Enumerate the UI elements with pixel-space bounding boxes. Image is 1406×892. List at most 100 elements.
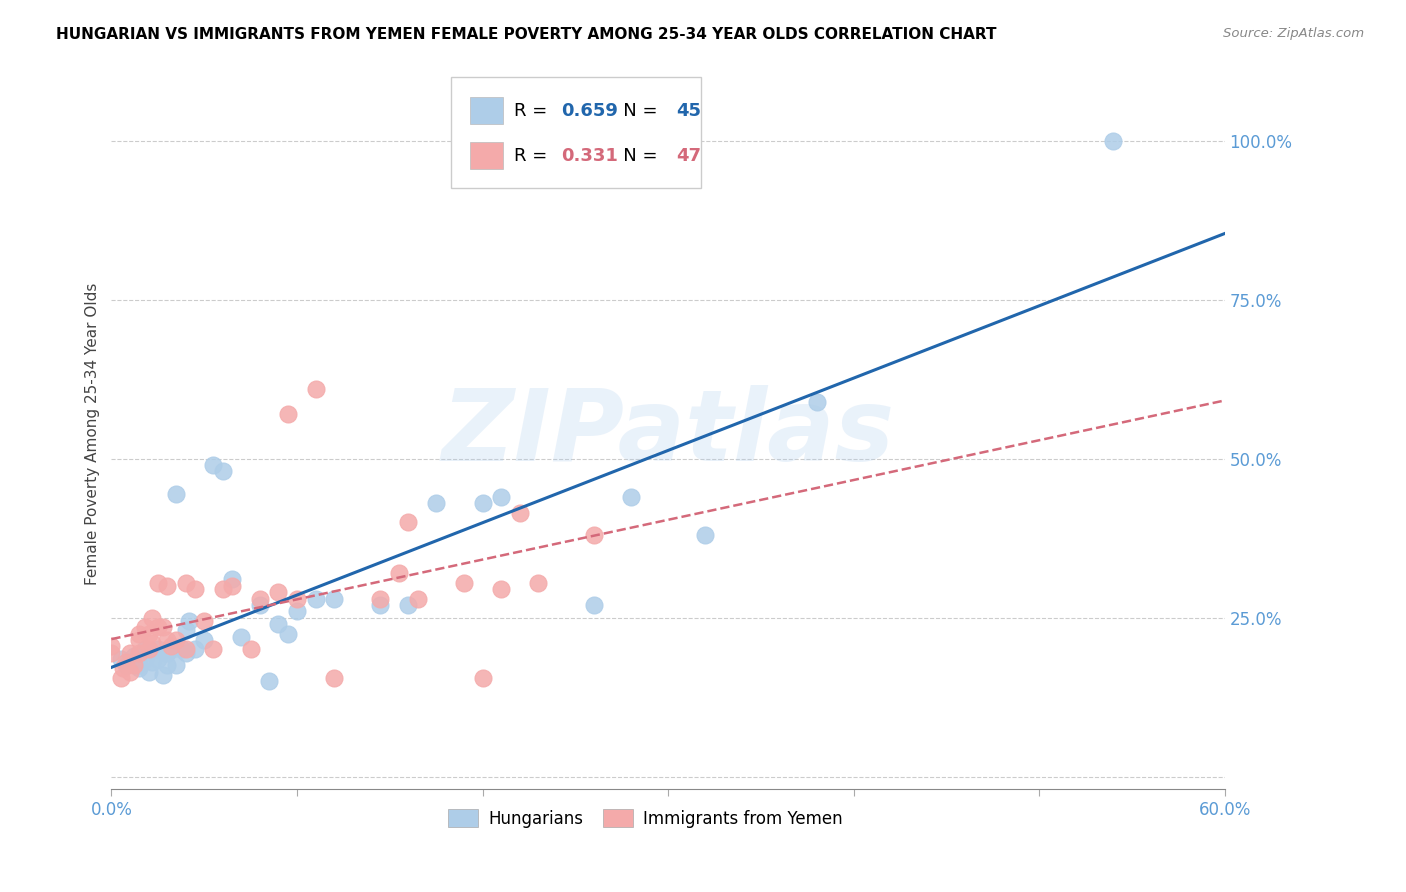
Point [509,506,531,520]
Point [1102,134,1125,148]
Point [179,614,201,628]
Point [221,579,243,593]
Point [323,591,346,606]
Point [146,620,169,634]
Point [138,642,160,657]
Point [202,458,225,472]
Point [249,591,271,606]
Point [285,591,308,606]
Point [527,575,550,590]
Point [110,652,132,666]
Point [128,661,150,675]
Point [277,407,299,421]
Point [156,658,179,673]
Point [165,658,187,673]
Point [134,652,156,666]
Point [128,658,150,673]
Text: N =: N = [606,147,664,165]
Point [406,591,429,606]
Text: Source: ZipAtlas.com: Source: ZipAtlas.com [1223,27,1364,40]
Y-axis label: Female Poverty Among 25-34 Year Olds: Female Poverty Among 25-34 Year Olds [86,282,100,584]
Point [159,639,181,653]
Point [141,636,163,650]
Point [211,465,233,479]
Point [152,620,174,634]
Point [110,671,132,685]
FancyBboxPatch shape [451,78,702,187]
Point [396,516,419,530]
Text: N =: N = [606,102,664,120]
Point [134,642,156,657]
Point [115,655,138,669]
Point [118,655,141,669]
Point [141,655,163,669]
Point [146,642,169,657]
Point [582,528,605,542]
Point [489,490,512,504]
Text: R =: R = [515,102,554,120]
Point [128,632,150,647]
Point [370,598,392,612]
Point [257,674,280,689]
Text: HUNGARIAN VS IMMIGRANTS FROM YEMEN FEMALE POVERTY AMONG 25-34 YEAR OLDS CORRELAT: HUNGARIAN VS IMMIGRANTS FROM YEMEN FEMAL… [56,27,997,42]
Point [174,642,197,657]
Point [396,598,419,612]
Point [156,579,179,593]
Text: R =: R = [515,147,554,165]
Text: ZIPatlas: ZIPatlas [441,384,894,482]
Point [388,566,411,581]
Point [249,598,271,612]
Point [184,642,207,657]
Text: 47: 47 [676,147,700,165]
Point [277,626,299,640]
FancyBboxPatch shape [470,142,503,169]
Point [174,575,197,590]
Point [239,642,262,657]
Point [174,624,197,638]
FancyBboxPatch shape [470,97,503,124]
Point [118,646,141,660]
Point [156,646,179,660]
Point [128,646,150,660]
Point [193,614,215,628]
Point [425,496,447,510]
Point [100,639,122,653]
Point [471,671,494,685]
Point [100,646,122,660]
Point [111,661,134,675]
Point [267,585,290,599]
Text: 0.331: 0.331 [561,147,619,165]
Point [165,486,187,500]
Point [122,648,145,663]
Point [221,573,243,587]
Point [370,591,392,606]
Point [620,490,643,504]
Point [170,642,193,657]
Text: 45: 45 [676,102,700,120]
Point [141,610,163,624]
Point [174,646,197,660]
Point [806,394,828,409]
Point [128,626,150,640]
Point [138,626,160,640]
Point [304,591,326,606]
Point [156,632,179,647]
Point [184,582,207,596]
Point [471,496,494,510]
Legend: Hungarians, Immigrants from Yemen: Hungarians, Immigrants from Yemen [441,803,849,834]
Point [489,582,512,596]
Text: 0.659: 0.659 [561,102,619,120]
Point [146,575,169,590]
Point [202,642,225,657]
Point [231,630,253,644]
Point [453,575,475,590]
Point [165,632,187,647]
Point [122,658,145,673]
Point [159,642,181,657]
Point [152,668,174,682]
Point [285,604,308,618]
Point [118,665,141,679]
Point [138,665,160,679]
Point [193,632,215,647]
Point [695,528,717,542]
